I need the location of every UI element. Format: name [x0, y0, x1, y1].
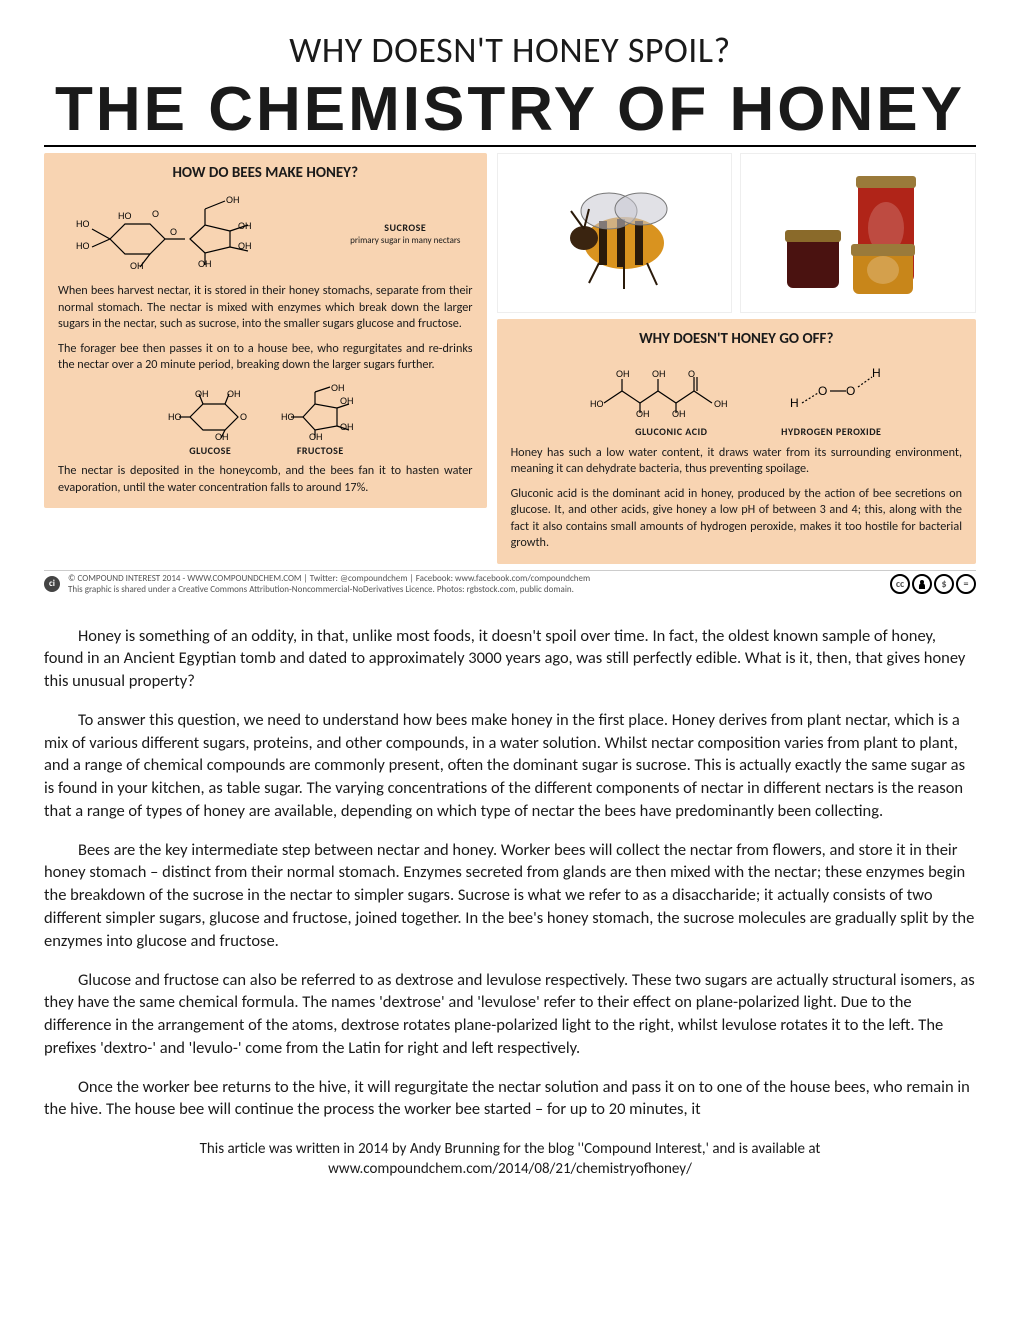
infographic: HOW DO BEES MAKE HONEY? HO HO HO OH O O: [44, 153, 976, 564]
svg-text:OH: OH: [616, 369, 630, 379]
cc-icon: cc: [890, 574, 910, 594]
infographic-footer: ci © COMPOUND INTEREST 2014 - WWW.COMPOU…: [44, 570, 976, 597]
ci-badge-icon: ci: [44, 576, 60, 592]
svg-text:HO: HO: [590, 399, 604, 409]
right-para-2: Gluconic acid is the dominant acid in ho…: [511, 486, 962, 552]
glucose-label: GLUCOSE: [189, 444, 231, 458]
svg-text:O: O: [846, 384, 855, 398]
svg-text:OH: OH: [636, 409, 650, 419]
panel-why-honey-doesnt-spoil: WHY DOESN'T HONEY GO OFF? HO OH OH OH OH…: [497, 319, 976, 564]
svg-text:O: O: [152, 209, 159, 219]
svg-text:OH: OH: [309, 432, 323, 442]
main-title: THE CHEMISTRY OF HONEY: [44, 74, 976, 147]
article-para-1: Honey is something of an oddity, in that…: [44, 625, 976, 693]
svg-text:OH: OH: [227, 389, 241, 399]
citation: This article was written in 2014 by Andy…: [44, 1139, 976, 1180]
honey-jars-photo: [740, 153, 976, 313]
supertitle: WHY DOESN'T HONEY SPOIL?: [44, 28, 976, 72]
svg-text:OH: OH: [340, 422, 354, 432]
svg-text:O: O: [170, 227, 177, 237]
svg-text:HO: HO: [76, 241, 90, 251]
article-para-4: Glucose and fructose can also be referre…: [44, 969, 976, 1060]
citation-line-1: This article was written in 2014 by Andy…: [200, 1140, 821, 1158]
bee-photo: [497, 153, 733, 313]
panel-title: WHY DOESN'T HONEY GO OFF?: [511, 329, 962, 349]
svg-text:O: O: [818, 384, 827, 398]
sucrose-sublabel: primary sugar in many nectars: [350, 236, 460, 246]
gluconic-acid-structure-icon: HO OH OH OH OH O OH: [586, 355, 756, 423]
panel-title: HOW DO BEES MAKE HONEY?: [58, 163, 473, 183]
right-para-1: Honey has such a low water content, it d…: [511, 445, 962, 478]
left-column: HOW DO BEES MAKE HONEY? HO HO HO OH O O: [44, 153, 487, 564]
svg-text:HO: HO: [76, 219, 90, 229]
svg-text:H: H: [872, 366, 881, 380]
right-column: WHY DOESN'T HONEY GO OFF? HO OH OH OH OH…: [497, 153, 976, 564]
hydrogen-peroxide-structure-icon: H O O H: [776, 355, 886, 423]
svg-text:O: O: [240, 412, 247, 422]
sucrose-molecule: HO HO HO OH O O OH OH OH: [58, 189, 473, 277]
panel-how-bees-make-honey: HOW DO BEES MAKE HONEY? HO HO HO OH O O: [44, 153, 487, 508]
glucose-structure-icon: HO OH OH OH O: [165, 382, 255, 442]
svg-text:OH: OH: [672, 409, 686, 419]
cc-by-icon: [912, 574, 932, 594]
article-para-2: To answer this question, we need to unde…: [44, 709, 976, 823]
acid-peroxide-row: HO OH OH OH OH O OH GLUCONIC: [511, 355, 962, 439]
svg-text:HO: HO: [118, 211, 132, 221]
article-para-5: Once the worker bee returns to the hive,…: [44, 1076, 976, 1122]
photo-row: [497, 153, 976, 313]
left-para-1: When bees harvest nectar, it is stored i…: [58, 283, 473, 332]
sucrose-label: SUCROSE: [384, 221, 426, 235]
svg-text:OH: OH: [652, 369, 666, 379]
article-body: Honey is something of an oddity, in that…: [44, 625, 976, 1122]
article-para-3: Bees are the key intermediate step betwe…: [44, 839, 976, 953]
fructose-label: FRUCTOSE: [297, 444, 344, 458]
svg-text:H: H: [790, 396, 799, 410]
svg-text:OH: OH: [331, 383, 345, 393]
citation-line-2: www.compoundchem.com/2014/08/21/chemistr…: [328, 1160, 692, 1178]
left-para-2: The forager bee then passes it on to a h…: [58, 341, 473, 374]
cc-nd-icon: =: [956, 574, 976, 594]
svg-text:OH: OH: [226, 195, 240, 205]
left-para-3: The nectar is deposited in the honeycomb…: [58, 463, 473, 496]
sucrose-structure-icon: HO HO HO OH O O OH OH OH: [70, 189, 330, 277]
glucose-fructose-row: HO OH OH OH O GLUCOSE HO: [58, 382, 473, 458]
cc-nc-icon: $: [934, 574, 954, 594]
copyright-text: © COMPOUND INTEREST 2014 - WWW.COMPOUNDC…: [68, 573, 590, 584]
svg-text:OH: OH: [714, 399, 728, 409]
cc-license-icons: cc $ =: [890, 574, 976, 594]
license-text: This graphic is shared under a Creative …: [68, 584, 590, 595]
fructose-structure-icon: HO OH OH OH OH: [275, 382, 365, 442]
svg-text:OH: OH: [195, 389, 209, 399]
gluconic-label: GLUCONIC ACID: [635, 425, 707, 439]
peroxide-label: HYDROGEN PEROXIDE: [781, 425, 881, 439]
